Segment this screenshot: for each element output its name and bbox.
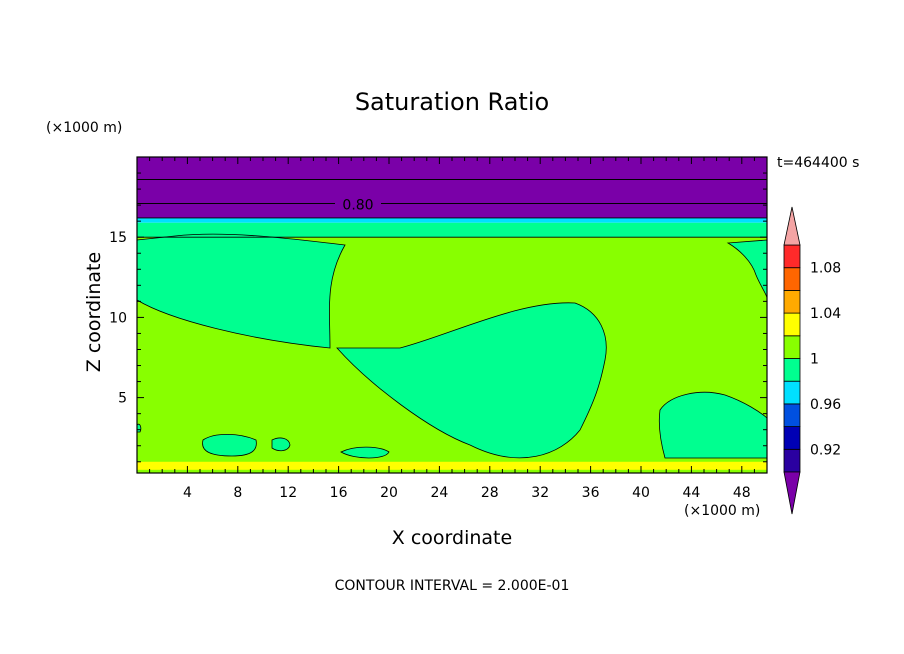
colorbar-label: 0.96 (810, 397, 841, 413)
contour-interval-note: CONTOUR INTERVAL = 2.000E-01 (334, 578, 570, 594)
colorbar-top-arrow (783, 206, 801, 246)
y-tick-label: 5 (118, 391, 127, 407)
colorbar-label: 1.04 (810, 306, 841, 322)
field-band (137, 222, 767, 238)
colorbar-label: 0.92 (810, 442, 841, 458)
x-tick-label: 44 (682, 485, 700, 501)
colorbar-segment (783, 312, 801, 337)
x-tick-label: 8 (233, 485, 242, 501)
colorbar-bottom-arrow (783, 471, 801, 515)
y-units-label: (×1000 m) (46, 120, 123, 136)
x-tick-label: 48 (733, 485, 751, 501)
colorbar-segment (783, 426, 801, 450)
colorbar-segment (783, 358, 801, 382)
y-tick-label: 10 (109, 310, 127, 326)
moist-region (658, 391, 767, 459)
x-tick-label: 12 (279, 485, 297, 501)
colorbar-segment (783, 380, 801, 405)
moist-region (271, 437, 291, 452)
moist-region (336, 302, 607, 459)
colorbar-segment (783, 267, 801, 291)
colorbar-label: 1 (810, 352, 819, 368)
moist-region (137, 233, 346, 349)
contour-value-label: 0.80 (342, 198, 373, 214)
field-band (137, 217, 767, 223)
time-label: t=464400 s (777, 155, 860, 171)
x-tick-label: 20 (380, 485, 398, 501)
x-units-label: (×1000 m) (684, 503, 761, 519)
x-tick-label: 24 (430, 485, 448, 501)
y-axis-label: Z coordinate (83, 251, 105, 373)
colorbar-segment (783, 289, 801, 314)
x-tick-label: 4 (183, 485, 192, 501)
y-tick-label: 15 (109, 230, 127, 246)
field-band (137, 157, 767, 218)
colorbar-segment (783, 244, 801, 269)
x-tick-label: 40 (632, 485, 650, 501)
x-tick-label: 32 (531, 485, 549, 501)
chart-title: Saturation Ratio (354, 88, 550, 116)
x-tick-label: 36 (582, 485, 600, 501)
x-tick-label: 28 (481, 485, 499, 501)
colorbar-segment (783, 448, 801, 473)
moist-region (340, 446, 390, 459)
colorbar-segment (783, 335, 801, 359)
moist-region (202, 433, 257, 457)
colorbar-segment (783, 403, 801, 427)
contour-label-bg (335, 195, 381, 212)
x-axis-label: X coordinate (391, 527, 513, 549)
x-tick-label: 16 (330, 485, 348, 501)
field-band (137, 461, 767, 470)
colorbar-label: 1.08 (810, 261, 841, 277)
